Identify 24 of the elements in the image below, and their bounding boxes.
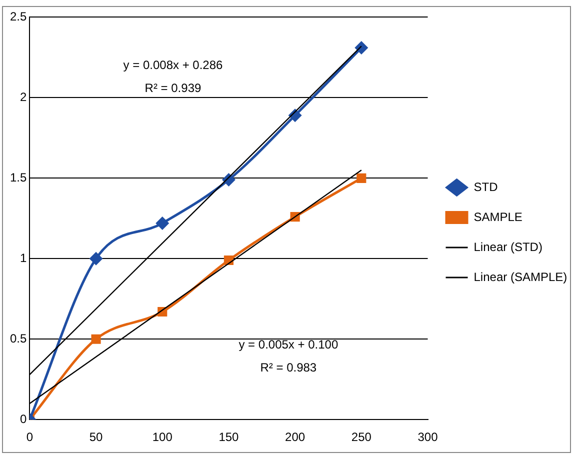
point <box>356 173 366 183</box>
legend-label: Linear (STD) <box>474 240 542 254</box>
legend-label: STD <box>474 180 498 194</box>
annotation: R² = 0.983 <box>260 360 317 374</box>
point <box>91 334 101 344</box>
y-tick-label: 0.5 <box>10 331 27 346</box>
x-tick-label: 50 <box>89 430 104 444</box>
y-tick-label: 2.5 <box>10 10 27 24</box>
legend-label: SAMPLE <box>474 210 522 224</box>
y-tick-label: 0 <box>20 412 27 426</box>
annotation: R² = 0.939 <box>144 80 202 95</box>
point <box>90 252 102 265</box>
x-tick-label: 300 <box>418 430 438 444</box>
x-tick-label: 200 <box>285 430 306 444</box>
annotation: y = 0.008x + 0.286 <box>123 58 224 72</box>
x-tick-label: 150 <box>218 430 240 444</box>
x-tick-label: 250 <box>351 430 372 444</box>
y-tick-label: 1.5 <box>10 170 27 184</box>
annotation: y = 0.005x + 0.100 <box>238 337 338 352</box>
legend-label: Linear (SAMPLE) <box>474 270 568 284</box>
point <box>156 216 169 230</box>
y-tick-label: 1 <box>20 250 27 265</box>
y-tick-label: 2 <box>20 90 27 104</box>
x-tick-label: 100 <box>152 430 173 444</box>
